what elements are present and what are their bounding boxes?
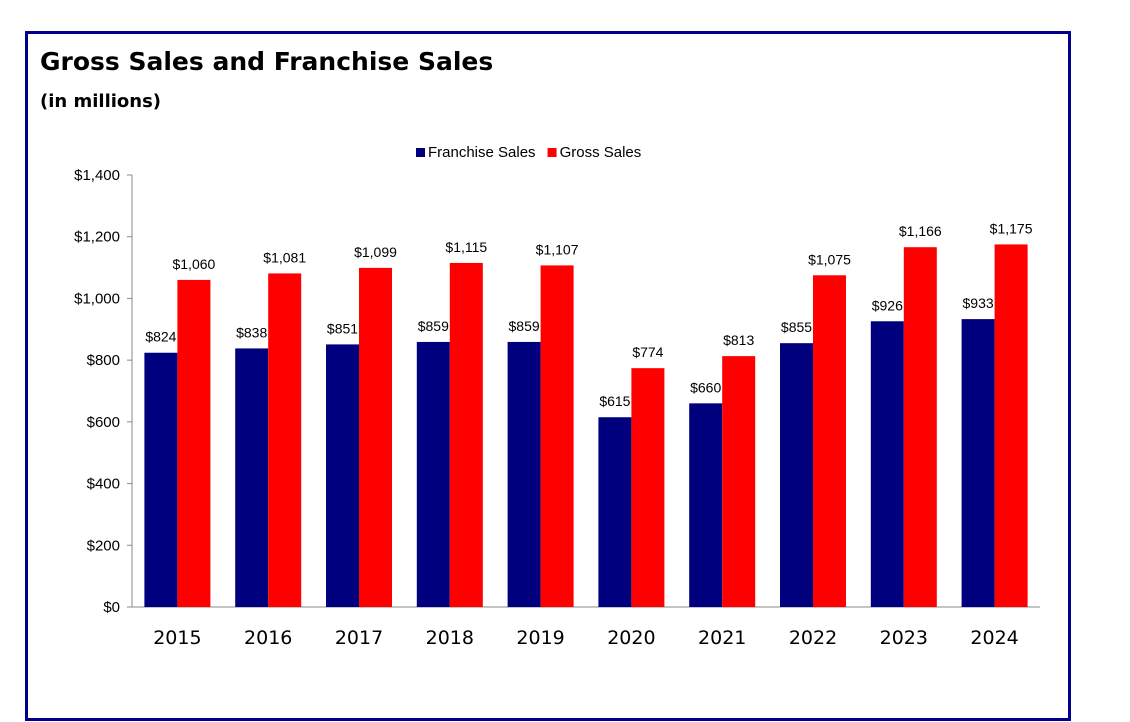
data-label-gross: $1,115 — [445, 239, 487, 255]
bar-gross — [631, 368, 665, 607]
bar-franchise — [689, 403, 723, 607]
x-tick-label: 2022 — [789, 627, 837, 649]
bar-gross — [268, 273, 302, 607]
legend-swatch-gross — [547, 148, 557, 157]
y-tick-label: $1,400 — [74, 167, 120, 184]
data-label-gross: $1,107 — [536, 241, 579, 257]
data-label-gross: $1,166 — [899, 223, 942, 239]
chart-title: Gross Sales and Franchise Sales — [40, 47, 494, 76]
data-label-gross: $1,175 — [990, 220, 1033, 236]
legend-swatch-franchise — [416, 148, 425, 157]
y-tick-label: $800 — [87, 352, 120, 369]
bar-franchise — [326, 344, 359, 607]
y-tick-label: $200 — [87, 537, 120, 554]
bar-gross — [994, 244, 1028, 607]
data-label-franchise: $851 — [327, 320, 358, 336]
x-tick-label: 2021 — [698, 627, 746, 649]
data-label-franchise: $859 — [418, 318, 449, 334]
y-tick-label: $0 — [103, 599, 120, 616]
x-tick-label: 2020 — [607, 627, 655, 649]
data-label-gross: $1,081 — [263, 249, 306, 265]
data-label-franchise: $615 — [599, 393, 630, 409]
bar-franchise — [416, 341, 450, 607]
bar-franchise — [780, 343, 813, 607]
data-label-franchise: $933 — [963, 295, 994, 311]
bar-gross — [359, 267, 392, 607]
x-tick-label: 2017 — [335, 627, 383, 649]
x-tick-label: 2024 — [970, 627, 1018, 649]
data-label-franchise: $926 — [872, 297, 903, 313]
y-tick-label: $1,000 — [74, 290, 120, 307]
bar-gross — [722, 356, 756, 607]
x-tick-label: 2018 — [426, 627, 474, 649]
y-tick-label: $1,200 — [74, 229, 120, 246]
x-tick-label: 2015 — [153, 627, 201, 649]
data-label-franchise: $838 — [236, 324, 267, 340]
x-tick-label: 2016 — [244, 627, 292, 649]
data-label-franchise: $855 — [781, 319, 812, 335]
x-tick-label: 2019 — [516, 627, 564, 649]
bar-gross — [903, 247, 937, 607]
legend-label-gross: Gross Sales — [560, 144, 642, 161]
data-label-franchise: $660 — [690, 379, 721, 395]
legend-label-franchise: Franchise Sales — [428, 144, 536, 161]
data-label-gross: $1,075 — [808, 251, 851, 267]
data-label-franchise: $859 — [509, 318, 540, 334]
chart-subtitle: (in millions) — [40, 91, 162, 112]
bar-franchise — [870, 321, 904, 607]
data-label-gross: $813 — [723, 332, 754, 348]
data-label-gross: $1,099 — [354, 244, 397, 260]
bar-franchise — [235, 348, 269, 607]
y-tick-label: $600 — [87, 414, 120, 431]
bar-franchise — [961, 319, 995, 607]
data-label-gross: $1,060 — [172, 256, 215, 272]
bar-gross — [177, 279, 211, 607]
bar-franchise — [598, 417, 632, 607]
data-label-franchise: $824 — [145, 329, 176, 345]
x-tick-label: 2023 — [880, 627, 928, 649]
bar-gross — [813, 275, 846, 607]
y-tick-label: $400 — [87, 476, 120, 493]
bar-gross — [449, 262, 483, 607]
bar-franchise — [144, 352, 178, 607]
bar-gross — [540, 265, 574, 607]
bar-franchise — [507, 341, 541, 607]
data-label-gross: $774 — [632, 344, 663, 360]
